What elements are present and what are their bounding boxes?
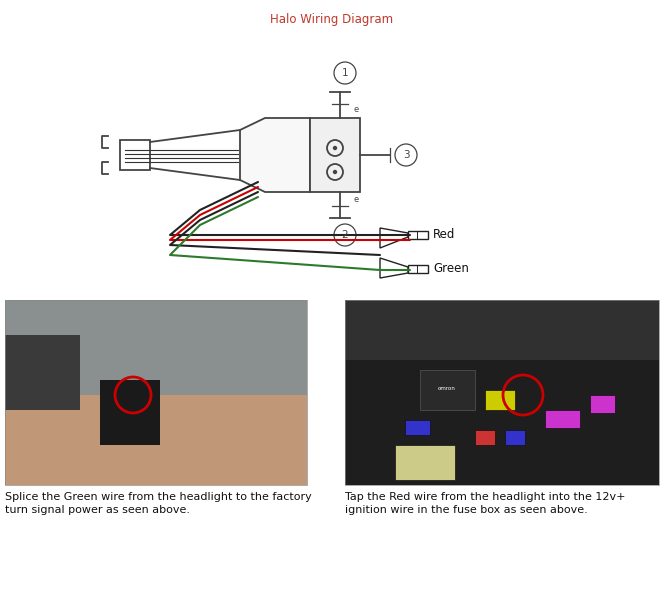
Text: 1: 1 bbox=[342, 68, 349, 78]
FancyBboxPatch shape bbox=[420, 370, 475, 410]
Text: omron: omron bbox=[438, 385, 456, 390]
FancyBboxPatch shape bbox=[590, 395, 615, 413]
Polygon shape bbox=[240, 118, 310, 192]
FancyBboxPatch shape bbox=[345, 300, 659, 485]
Text: Green: Green bbox=[433, 262, 469, 276]
Text: Red: Red bbox=[433, 228, 456, 240]
FancyBboxPatch shape bbox=[5, 335, 80, 410]
Text: e: e bbox=[353, 106, 359, 115]
FancyBboxPatch shape bbox=[310, 118, 360, 192]
FancyBboxPatch shape bbox=[395, 445, 455, 480]
FancyBboxPatch shape bbox=[345, 300, 659, 360]
FancyBboxPatch shape bbox=[485, 390, 515, 410]
Text: 2: 2 bbox=[342, 230, 349, 240]
Text: Splice the Green wire from the headlight to the factory
turn signal power as see: Splice the Green wire from the headlight… bbox=[5, 492, 312, 515]
Text: Tap the Red wire from the headlight into the 12v+
ignition wire in the fuse box : Tap the Red wire from the headlight into… bbox=[345, 492, 625, 515]
FancyBboxPatch shape bbox=[5, 300, 307, 395]
FancyBboxPatch shape bbox=[475, 430, 495, 445]
FancyBboxPatch shape bbox=[505, 430, 525, 445]
Circle shape bbox=[333, 171, 337, 174]
FancyBboxPatch shape bbox=[405, 420, 430, 435]
FancyBboxPatch shape bbox=[100, 380, 160, 445]
FancyBboxPatch shape bbox=[5, 395, 307, 485]
FancyBboxPatch shape bbox=[445, 390, 475, 410]
Text: Halo Wiring Diagram: Halo Wiring Diagram bbox=[270, 13, 394, 26]
Circle shape bbox=[333, 146, 337, 149]
Text: e: e bbox=[353, 195, 359, 205]
FancyBboxPatch shape bbox=[545, 410, 580, 428]
Text: 3: 3 bbox=[402, 150, 409, 160]
FancyBboxPatch shape bbox=[5, 300, 307, 485]
